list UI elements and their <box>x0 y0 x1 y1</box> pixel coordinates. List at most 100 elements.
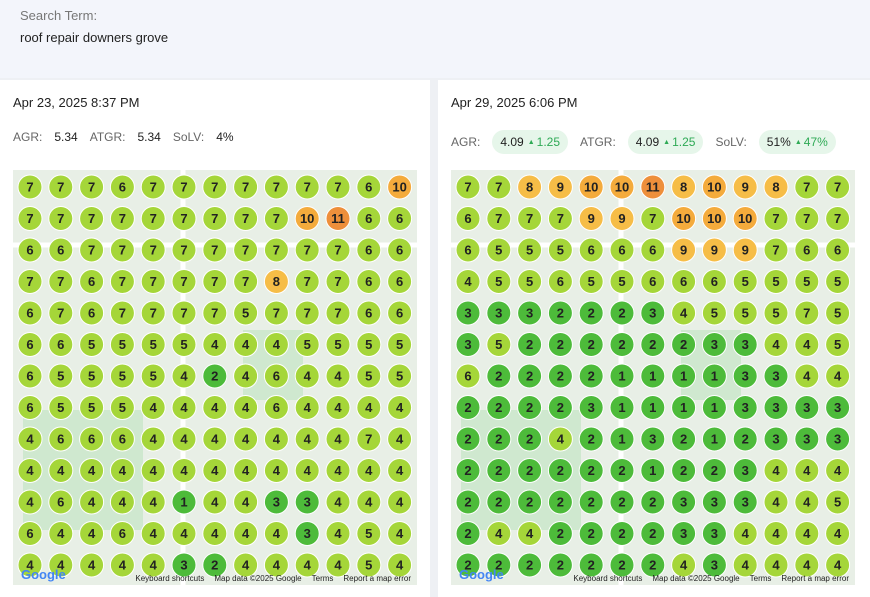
rank-value: 8 <box>772 180 779 195</box>
rank-pin <box>763 237 789 263</box>
rank-value: 5 <box>495 337 502 352</box>
rank-pin <box>79 363 105 389</box>
rank-pin <box>356 206 382 231</box>
rank-value: 4 <box>119 495 127 510</box>
rank-value: 7 <box>119 306 126 321</box>
rank-pin <box>17 552 43 578</box>
rank-value: 6 <box>57 337 64 352</box>
rank-value: 6 <box>88 306 95 321</box>
rank-value: 6 <box>88 432 95 447</box>
rank-value: 2 <box>588 526 595 541</box>
rank-pin <box>171 206 197 231</box>
rank-pin <box>202 426 228 452</box>
rank-value: 2 <box>557 306 564 321</box>
rank-value: 3 <box>304 495 311 510</box>
rank-value: 2 <box>495 463 502 478</box>
rank-pin <box>171 395 197 420</box>
rank-value: 4 <box>803 369 811 384</box>
rank-value: 7 <box>273 180 280 195</box>
rank-value: 2 <box>464 400 471 415</box>
rank-value: 5 <box>834 274 841 289</box>
rank-pin <box>202 521 228 546</box>
rank-pin <box>517 489 543 515</box>
rank-value: 4 <box>396 558 404 573</box>
rank-value: 1 <box>711 369 718 384</box>
rank-pin <box>356 269 382 294</box>
rank-value: 5 <box>304 337 311 352</box>
rank-pin <box>294 174 320 200</box>
rank-value: 6 <box>26 400 33 415</box>
rank-pin <box>825 458 851 483</box>
rank-value: 4 <box>273 432 281 447</box>
rank-pin <box>825 489 851 515</box>
rank-value: 7 <box>803 306 810 321</box>
map: 7 7 7 6 7 7 7 7 7 7 7 6 10 7 7 7 7 7 7 7 7 7 10 11 6 6 6 6 7 7 7 7 7 7 7 7 7… <box>13 170 417 585</box>
rank-value: 6 <box>119 526 126 541</box>
rank-value: 4 <box>119 558 127 573</box>
rank-value: 1 <box>711 432 718 447</box>
rank-value: 5 <box>772 274 779 289</box>
rank-pin <box>455 458 481 483</box>
rank-pin <box>294 237 320 263</box>
rank-pin <box>387 269 413 294</box>
rank-value: 7 <box>88 180 95 195</box>
rank-pin <box>233 489 259 515</box>
rank-value: 7 <box>57 274 64 289</box>
rank-pin <box>202 269 228 294</box>
rank-value: 5 <box>57 369 64 384</box>
rank-pin <box>140 206 166 231</box>
rank-value: 7 <box>180 180 187 195</box>
rank-pin <box>578 206 604 231</box>
rank-pin <box>486 521 512 546</box>
metric-pill: 4.091.25 <box>627 130 704 154</box>
rank-value: 4 <box>211 526 219 541</box>
map-logo: Google <box>21 567 66 582</box>
rank-pin <box>109 426 135 452</box>
rank-value: 4 <box>242 463 250 478</box>
rank-value: 3 <box>772 400 779 415</box>
rank-value: 10 <box>707 180 721 195</box>
rank-value: 2 <box>557 400 564 415</box>
rank-pin <box>17 395 43 420</box>
rank-pin <box>202 395 228 420</box>
rank-pin <box>109 489 135 515</box>
rank-pin <box>701 458 727 483</box>
panel: Apr 29, 2025 6:06 PMAGR:4.091.25ATGR:4.0… <box>438 80 870 597</box>
rank-value: 3 <box>742 463 749 478</box>
rank-value: 5 <box>742 306 749 321</box>
rank-value: 7 <box>304 243 311 258</box>
rank-value: 7 <box>88 211 95 226</box>
map-footer: Keyboard shortcuts Map data ©2025 Google T… <box>573 574 849 583</box>
rank-pin <box>517 426 543 452</box>
rank-value: 4 <box>557 432 565 447</box>
metric-value: 4% <box>216 130 234 144</box>
rank-pin <box>763 269 789 294</box>
rank-value: 7 <box>26 211 33 226</box>
rank-pin <box>171 489 197 515</box>
date: Apr 29, 2025 6:06 PM <box>451 95 578 110</box>
rank-value: 2 <box>618 306 625 321</box>
rank-pin <box>455 174 481 200</box>
rank-value: 5 <box>150 337 157 352</box>
rank-value: 4 <box>334 526 342 541</box>
rank-value: 6 <box>119 180 126 195</box>
footer-shortcuts: Keyboard shortcuts <box>573 574 643 583</box>
rank-value: 3 <box>711 558 718 573</box>
rank-pin <box>48 174 74 200</box>
rank-pin <box>732 174 758 200</box>
rank-value: 2 <box>588 369 595 384</box>
rank-pin <box>547 363 573 389</box>
rank-pin <box>609 206 635 231</box>
rank-pin <box>48 489 74 515</box>
rank-pin <box>640 426 666 452</box>
rank-pin <box>17 458 43 483</box>
rank-pin <box>701 363 727 389</box>
rank-value: 4 <box>150 463 158 478</box>
rank-value: 5 <box>834 495 841 510</box>
rank-value: 2 <box>618 337 625 352</box>
rank-value: 2 <box>588 558 595 573</box>
rank-value: 1 <box>680 369 687 384</box>
rank-value: 4 <box>242 495 250 510</box>
rank-pin <box>171 237 197 263</box>
rank-pin <box>763 395 789 420</box>
